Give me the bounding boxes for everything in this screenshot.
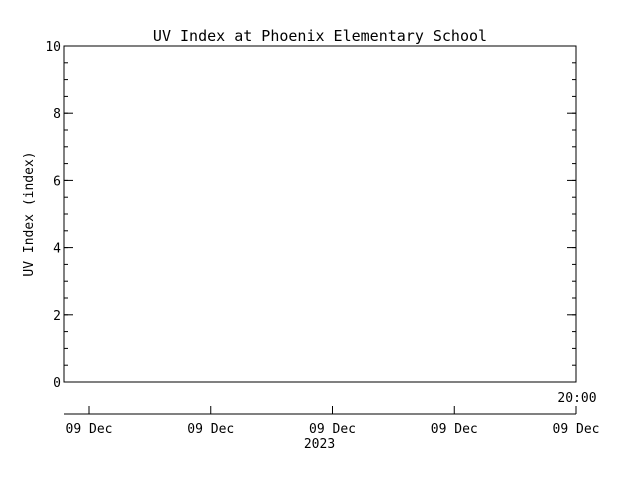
time-inner-label: 20:00 (557, 391, 596, 406)
plot-frame (63, 45, 577, 383)
y-tick-label: 4 (53, 242, 61, 257)
chart-title: UV Index at Phoenix Elementary School (153, 27, 487, 45)
time-axis-year-label: 2023 (304, 437, 335, 452)
time-axis-tick-label: 09 Dec (66, 422, 113, 437)
time-axis-tick-label: 09 Dec (187, 422, 234, 437)
y-axis-label: UV Index (index) (22, 151, 37, 276)
y-tick-label: 8 (53, 107, 61, 122)
y-tick-label: 10 (45, 40, 61, 55)
chart-root: UV Index at Phoenix Elementary School 0 2 4… (22, 27, 599, 452)
time-axis-tick-label: 09 Dec (431, 422, 478, 437)
y-tick-label: 0 (53, 376, 61, 391)
time-axis-tick-label: 09 Dec (309, 422, 356, 437)
y-tick-label: 6 (53, 174, 61, 189)
y-tick-label: 2 (53, 309, 61, 324)
time-axis-tick-label: 09 Dec (553, 422, 600, 437)
